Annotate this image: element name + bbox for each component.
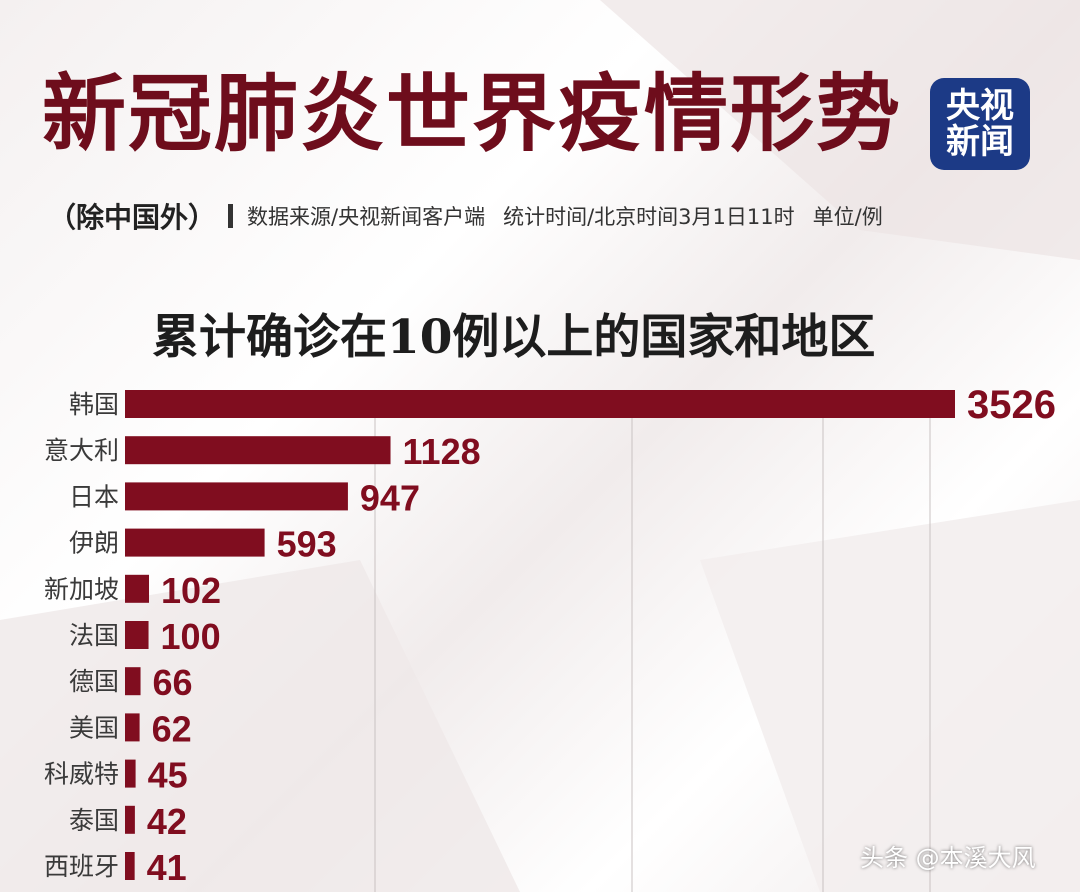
data-label: 41 [147, 847, 187, 888]
category-label: 德国 [69, 667, 119, 696]
bar [125, 852, 135, 880]
category-label: 韩国 [69, 390, 119, 419]
data-label: 66 [153, 662, 193, 703]
bar [125, 390, 955, 418]
category-label: 意大利 [44, 436, 119, 465]
bar [125, 713, 140, 742]
category-label: 伊朗 [69, 529, 119, 558]
bar [125, 436, 391, 465]
data-label: 102 [161, 570, 221, 611]
data-label: 947 [360, 477, 420, 518]
data-label: 3526 [967, 383, 1056, 427]
subtitle-line: （除中国外） 数据来源/央视新闻客户端 统计时间/北京时间3月1日11时 单位/… [48, 196, 883, 236]
bar [125, 667, 141, 696]
bar [125, 574, 150, 603]
data-label: 1128 [403, 431, 481, 472]
data-label: 593 [277, 524, 337, 565]
category-label: 科威特 [44, 760, 119, 789]
region-note: （除中国外） [48, 201, 217, 234]
logo-text-line2: 新闻 [946, 122, 1014, 162]
chart-title: 累计确诊在10例以上的国家和地区 [152, 310, 876, 365]
page-title: 新冠肺炎世界疫情形势 [42, 64, 903, 163]
data-source: 数据来源/央视新闻客户端 [247, 205, 486, 229]
data-label: 62 [152, 708, 192, 749]
category-label: 美国 [69, 713, 119, 742]
bar [125, 482, 348, 511]
unit-label: 单位/例 [812, 205, 883, 229]
watermark: 头条 @本溪大风 [860, 844, 1036, 872]
data-label: 45 [148, 755, 188, 796]
bar [125, 621, 149, 649]
data-label: 42 [147, 801, 187, 842]
stat-time: 统计时间/北京时间3月1日11时 [503, 205, 795, 229]
category-label: 日本 [69, 482, 119, 511]
bar [125, 759, 136, 788]
data-label: 100 [161, 616, 221, 657]
bar-chart: 韩国 3526 意大利 1128 日本 947 伊朗 593 新加坡 102 法国 100 德国 66 美国… [44, 383, 1056, 892]
category-label: 法国 [69, 621, 119, 650]
cctv-news-logo: 央视 新闻 [930, 78, 1030, 170]
divider [228, 204, 234, 228]
category-label: 泰国 [69, 806, 119, 835]
logo-text-line1: 央视 [946, 86, 1014, 126]
category-label: 西班牙 [44, 852, 119, 881]
bar [125, 805, 135, 834]
bar [125, 528, 265, 557]
category-label: 新加坡 [44, 575, 119, 604]
